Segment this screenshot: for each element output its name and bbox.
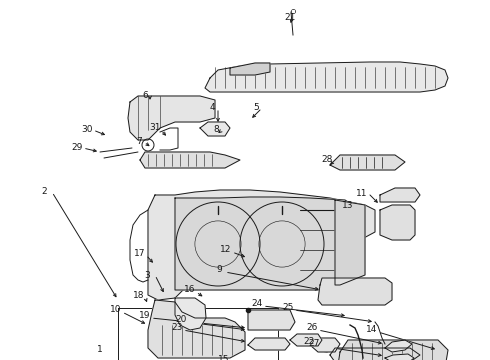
Text: 15: 15 [218,356,230,360]
Text: 19: 19 [139,310,151,320]
Text: 29: 29 [72,144,83,153]
Text: 21: 21 [284,13,295,22]
Polygon shape [330,348,420,360]
Text: 13: 13 [342,202,354,211]
Polygon shape [128,96,215,140]
Polygon shape [380,188,420,202]
Text: 16: 16 [184,285,196,294]
Text: 20: 20 [175,315,187,324]
Text: 5: 5 [253,104,259,112]
Text: 31: 31 [149,123,161,132]
Text: 1: 1 [97,346,103,355]
Text: 28: 28 [321,156,333,165]
Text: 2: 2 [41,188,47,197]
Polygon shape [385,354,414,360]
Polygon shape [175,298,206,330]
Polygon shape [230,63,270,75]
Polygon shape [318,278,392,305]
Text: 27: 27 [308,339,319,348]
Polygon shape [338,340,448,360]
Polygon shape [175,197,360,290]
Polygon shape [248,338,290,350]
Text: 10: 10 [110,306,122,315]
Polygon shape [310,338,340,352]
Text: 11: 11 [356,189,368,198]
Text: 6: 6 [142,90,148,99]
Polygon shape [148,190,375,300]
Text: 22: 22 [303,338,315,346]
Polygon shape [140,152,240,168]
Polygon shape [148,300,245,358]
Polygon shape [330,155,405,170]
Polygon shape [335,200,365,285]
Polygon shape [380,205,415,240]
Text: 25: 25 [282,303,294,312]
Text: 17: 17 [134,248,146,257]
Text: 23: 23 [172,324,183,333]
Polygon shape [200,122,230,136]
Text: 30: 30 [81,126,93,135]
Text: 26: 26 [306,324,318,333]
Text: 14: 14 [367,325,378,334]
Text: 18: 18 [133,291,145,300]
Polygon shape [205,62,448,92]
Polygon shape [290,334,322,346]
Text: 7: 7 [136,138,142,147]
Polygon shape [385,340,412,352]
Text: 9: 9 [216,266,222,274]
Text: 4: 4 [209,104,215,112]
Text: 8: 8 [213,126,219,135]
Text: 12: 12 [220,246,232,255]
Text: 24: 24 [251,300,263,309]
Text: 3: 3 [144,270,150,279]
Polygon shape [248,310,295,330]
